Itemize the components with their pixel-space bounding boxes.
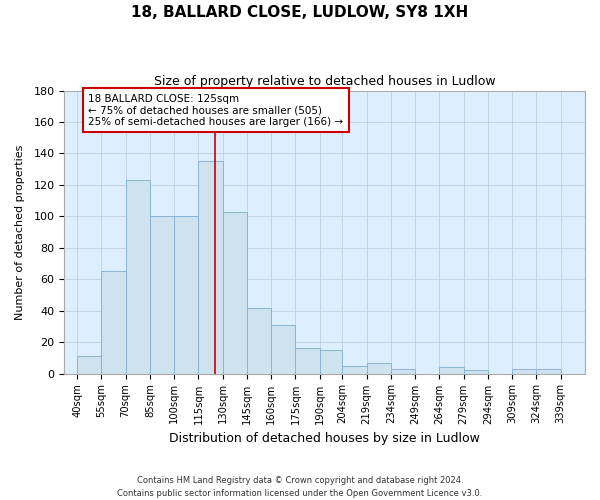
X-axis label: Distribution of detached houses by size in Ludlow: Distribution of detached houses by size … [169, 432, 480, 445]
Bar [391, 369, 415, 374]
Bar [150, 216, 174, 374]
Bar [367, 362, 391, 374]
Bar [125, 180, 150, 374]
Bar [512, 369, 536, 374]
Bar [174, 216, 199, 374]
Y-axis label: Number of detached properties: Number of detached properties [15, 144, 25, 320]
Bar [271, 325, 295, 374]
Bar [223, 212, 247, 374]
Bar [343, 366, 367, 374]
Bar [464, 370, 488, 374]
Bar [439, 368, 464, 374]
Bar [101, 272, 125, 374]
Text: Contains HM Land Registry data © Crown copyright and database right 2024.
Contai: Contains HM Land Registry data © Crown c… [118, 476, 482, 498]
Bar [295, 348, 320, 374]
Bar [536, 369, 561, 374]
Bar [247, 308, 271, 374]
Text: 18, BALLARD CLOSE, LUDLOW, SY8 1XH: 18, BALLARD CLOSE, LUDLOW, SY8 1XH [131, 5, 469, 20]
Text: 18 BALLARD CLOSE: 125sqm
← 75% of detached houses are smaller (505)
25% of semi-: 18 BALLARD CLOSE: 125sqm ← 75% of detach… [88, 94, 344, 127]
Bar [320, 350, 343, 374]
Bar [199, 162, 223, 374]
Bar [77, 356, 101, 374]
Title: Size of property relative to detached houses in Ludlow: Size of property relative to detached ho… [154, 75, 496, 88]
